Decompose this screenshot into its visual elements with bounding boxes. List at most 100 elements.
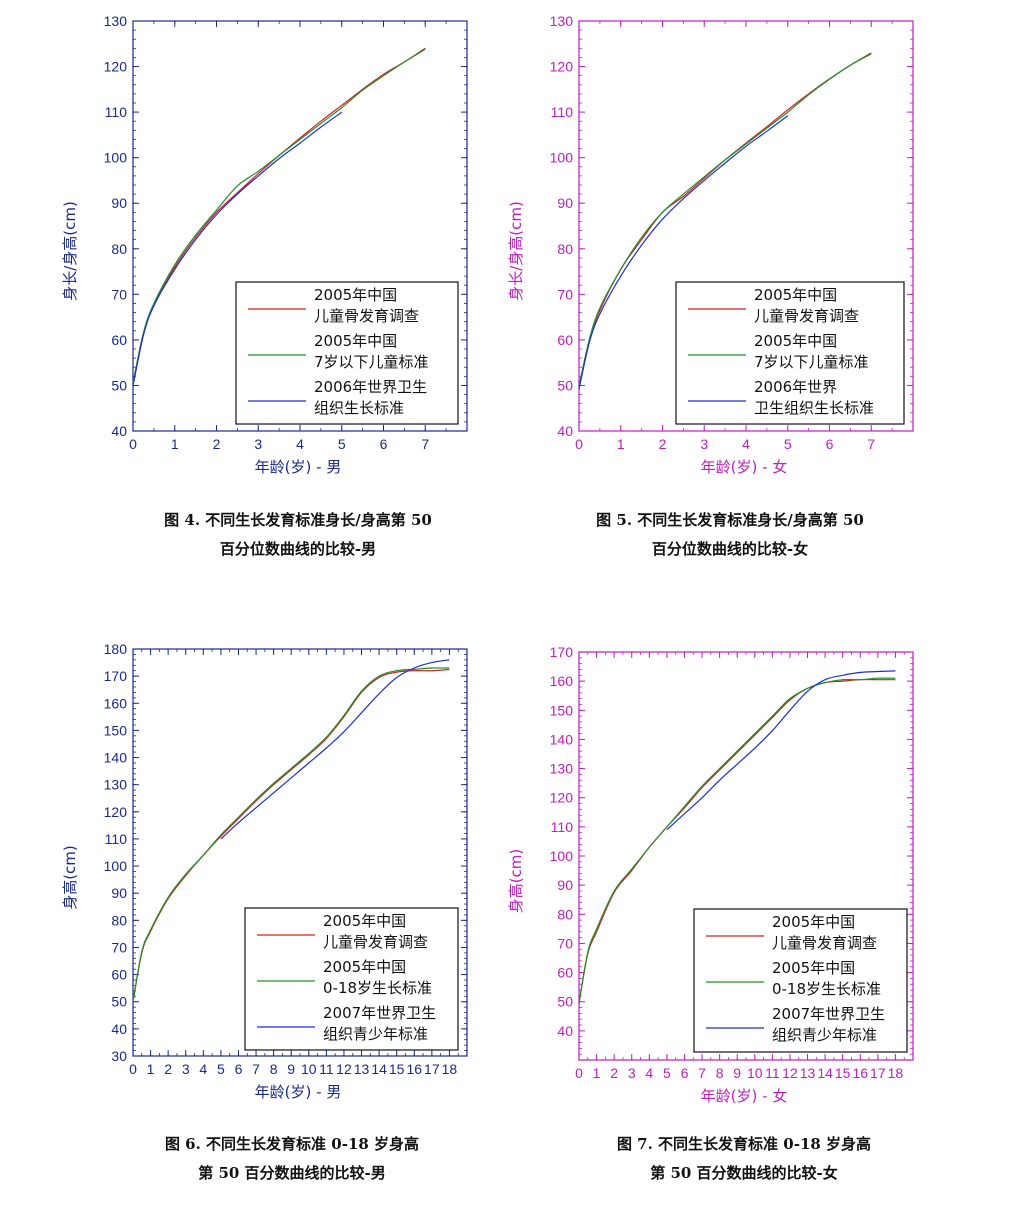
x-tick-label: 5 <box>217 1061 225 1077</box>
x-tick-label: 2 <box>213 436 221 452</box>
caption-fig6-line1: 图 6. 不同生长发育标准 0-18 岁身高 <box>164 1135 420 1153</box>
series-line-0 <box>578 678 896 1004</box>
x-tick-label: 7 <box>867 436 875 452</box>
legend-label-line2: 0-18岁生长标准 <box>323 979 432 997</box>
x-tick-label: 14 <box>817 1065 833 1081</box>
series-line-2 <box>132 111 343 387</box>
y-tick-label: 110 <box>105 831 128 847</box>
y-tick-label: 40 <box>557 1023 573 1039</box>
x-tick-label: 7 <box>698 1065 706 1081</box>
y-tick-label: 110 <box>551 104 574 120</box>
x-tick-label: 5 <box>338 436 346 452</box>
legend-label-line1: 2006年世界 <box>754 378 837 396</box>
series-line-1 <box>132 48 426 384</box>
x-axis-label: 年龄(岁) - 女 <box>701 458 788 476</box>
x-tick-label: 6 <box>380 436 388 452</box>
legend-label-line2: 组织生长标准 <box>314 399 404 417</box>
y-tick-label: 120 <box>550 59 574 75</box>
y-tick-label: 160 <box>104 695 128 711</box>
y-tick-label: 170 <box>104 668 128 684</box>
y-tick-label: 170 <box>550 644 574 660</box>
chart-fig4: 40 50 60 70 80 90 100 110 120 130 0 1 2 3 4 5 6 7 年龄(岁) - … <box>61 13 468 476</box>
x-tick-label: 13 <box>800 1065 816 1081</box>
caption-fig4-line1: 图 4. 不同生长发育标准身长/身高第 50 <box>164 511 432 529</box>
x-tick-label: 5 <box>663 1065 671 1081</box>
legend-label-line1: 2005年中国 <box>754 332 837 350</box>
x-tick-label: 8 <box>716 1065 724 1081</box>
legend-label-line1: 2005年中国 <box>314 332 397 350</box>
y-tick-label: 40 <box>111 1021 127 1037</box>
y-tick-label: 100 <box>104 150 128 166</box>
y-tick-label: 90 <box>557 195 573 211</box>
legend-label-line1: 2007年世界卫生 <box>323 1004 436 1022</box>
x-tick-label: 2 <box>659 436 667 452</box>
legend-label-line1: 2005年中国 <box>772 913 855 931</box>
y-tick-label: 90 <box>111 885 127 901</box>
y-tick-label: 90 <box>111 195 127 211</box>
y-tick-label: 150 <box>104 722 128 738</box>
y-tick-label: 70 <box>111 939 127 955</box>
x-tick-label: 1 <box>147 1061 155 1077</box>
series-line-1 <box>578 677 896 1003</box>
x-tick-label: 0 <box>575 436 583 452</box>
y-tick-label: 80 <box>557 241 573 257</box>
x-tick-label: 4 <box>645 1065 653 1081</box>
x-tick-label: 1 <box>593 1065 601 1081</box>
legend-label-line2: 儿童骨发育调查 <box>314 307 419 325</box>
y-tick-label: 50 <box>557 377 573 393</box>
y-tick-label: 130 <box>550 761 574 777</box>
legend-label-line1: 2005年中国 <box>772 959 855 977</box>
y-tick-label: 60 <box>557 965 573 981</box>
x-tick-label: 17 <box>870 1065 886 1081</box>
x-tick-label: 7 <box>421 436 429 452</box>
legend-label-line2: 组织青少年标准 <box>323 1025 428 1043</box>
legend-box <box>235 281 459 425</box>
y-tick-label: 40 <box>111 423 127 439</box>
x-tick-label: 12 <box>782 1065 798 1081</box>
y-tick-label: 90 <box>557 877 573 893</box>
x-tick-label: 1 <box>617 436 625 452</box>
y-tick-label: 180 <box>104 641 128 657</box>
x-tick-label: 3 <box>254 436 262 452</box>
y-tick-label: 110 <box>105 104 128 120</box>
y-axis-label: 身长/身高(cm) <box>507 201 525 301</box>
x-axis-label: 年龄(岁) - 男 <box>255 1083 342 1101</box>
x-tick-label: 6 <box>681 1065 689 1081</box>
y-tick-label: 80 <box>111 912 127 928</box>
y-tick-label: 120 <box>550 790 574 806</box>
series-line-1 <box>132 667 450 1002</box>
legend-label-line2: 0-18岁生长标准 <box>772 980 881 998</box>
y-tick-label: 30 <box>111 1048 127 1064</box>
y-tick-label: 50 <box>111 377 127 393</box>
x-tick-label: 7 <box>252 1061 260 1077</box>
y-tick-label: 50 <box>557 994 573 1010</box>
y-tick-label: 120 <box>104 59 128 75</box>
legend-box <box>244 907 459 1051</box>
chart-fig5: 40 50 60 70 80 90 100 110 120 130 0 1 2 3 4 5 6 7 年龄(岁) - … <box>507 13 914 476</box>
y-tick-label: 70 <box>111 286 127 302</box>
x-tick-label: 11 <box>319 1061 334 1077</box>
x-tick-label: 2 <box>164 1061 172 1077</box>
y-tick-label: 70 <box>557 935 573 951</box>
legend-label-line2: 7岁以下儿童标准 <box>754 353 869 371</box>
y-tick-label: 130 <box>104 777 128 793</box>
x-tick-label: 16 <box>406 1061 422 1077</box>
series-line-2 <box>220 659 450 840</box>
y-tick-label: 150 <box>550 702 574 718</box>
y-tick-label: 160 <box>550 673 574 689</box>
x-tick-label: 15 <box>835 1065 851 1081</box>
legend-label-line1: 2005年中国 <box>314 286 397 304</box>
x-axis-label: 年龄(岁) - 男 <box>255 458 342 476</box>
caption-fig5-line1: 图 5. 不同生长发育标准身长/身高第 50 <box>596 511 864 529</box>
y-tick-label: 40 <box>557 423 573 439</box>
y-axis-label: 身高(cm) <box>507 849 525 914</box>
x-axis-label: 年龄(岁) - 女 <box>701 1087 788 1105</box>
x-tick-label: 3 <box>628 1065 636 1081</box>
legend-label-line2: 儿童骨发育调查 <box>323 933 428 951</box>
x-tick-label: 1 <box>171 436 179 452</box>
x-tick-label: 4 <box>199 1061 207 1077</box>
y-tick-label: 120 <box>104 804 128 820</box>
y-tick-label: 100 <box>550 150 574 166</box>
series-line-2 <box>578 115 789 390</box>
